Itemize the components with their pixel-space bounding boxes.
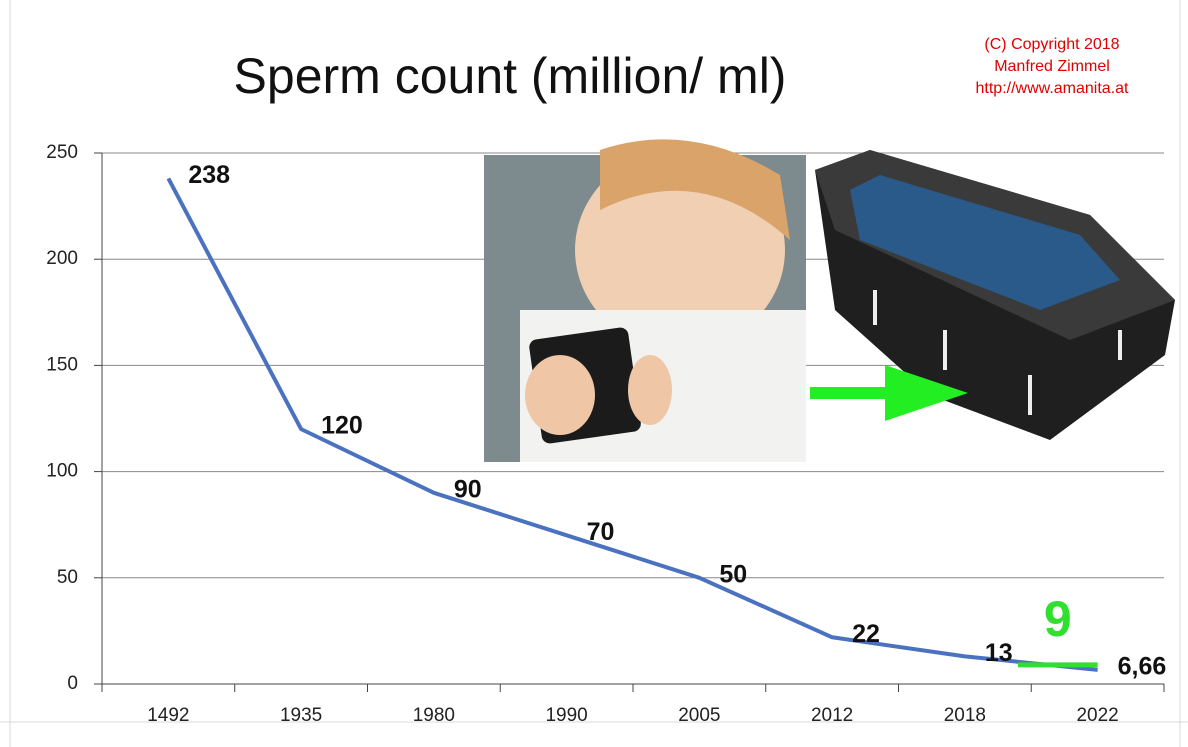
copyright: (C) Copyright 2018 Manfred Zimmel http:/… [976,36,1130,97]
value-label: 120 [321,412,363,440]
x-tick-label: 1492 [147,705,189,726]
copyright-line: Manfred Zimmel [994,58,1110,75]
annotation-label: 9 [1044,591,1072,647]
value-label: 238 [188,161,230,189]
y-tick-label: 250 [46,142,78,163]
value-label: 50 [719,560,747,588]
y-tick-label: 50 [57,567,78,588]
chart-title: Sperm count (million/ ml) [234,48,787,104]
baby-photo [484,139,806,462]
x-tick-label: 1935 [280,705,322,726]
x-tick-label: 2012 [811,705,853,726]
copyright-line: http://www.amanita.at [976,80,1130,97]
y-tick-label: 200 [46,248,78,269]
y-tick-label: 100 [46,461,78,482]
value-label: 90 [454,475,482,503]
value-label: 13 [985,639,1013,667]
copyright-line: (C) Copyright 2018 [984,36,1119,53]
plot: 238 120 90 70 50 22 13 6,66 9 [166,161,1167,680]
y-tick-label: 0 [67,673,78,694]
x-tick-label: 2018 [944,705,986,726]
x-tick-label: 1980 [413,705,455,726]
x-tick-label: 2022 [1076,705,1118,726]
value-label: 70 [587,518,615,546]
value-label: 22 [852,620,880,648]
x-tick-label: 1990 [545,705,587,726]
coffin-phone [815,150,1175,440]
data-line [166,177,1098,672]
green-arrow [810,365,968,421]
y-tick-label: 150 [46,354,78,375]
value-label: 6,66 [1118,652,1167,680]
x-tick-label: 2005 [678,705,720,726]
